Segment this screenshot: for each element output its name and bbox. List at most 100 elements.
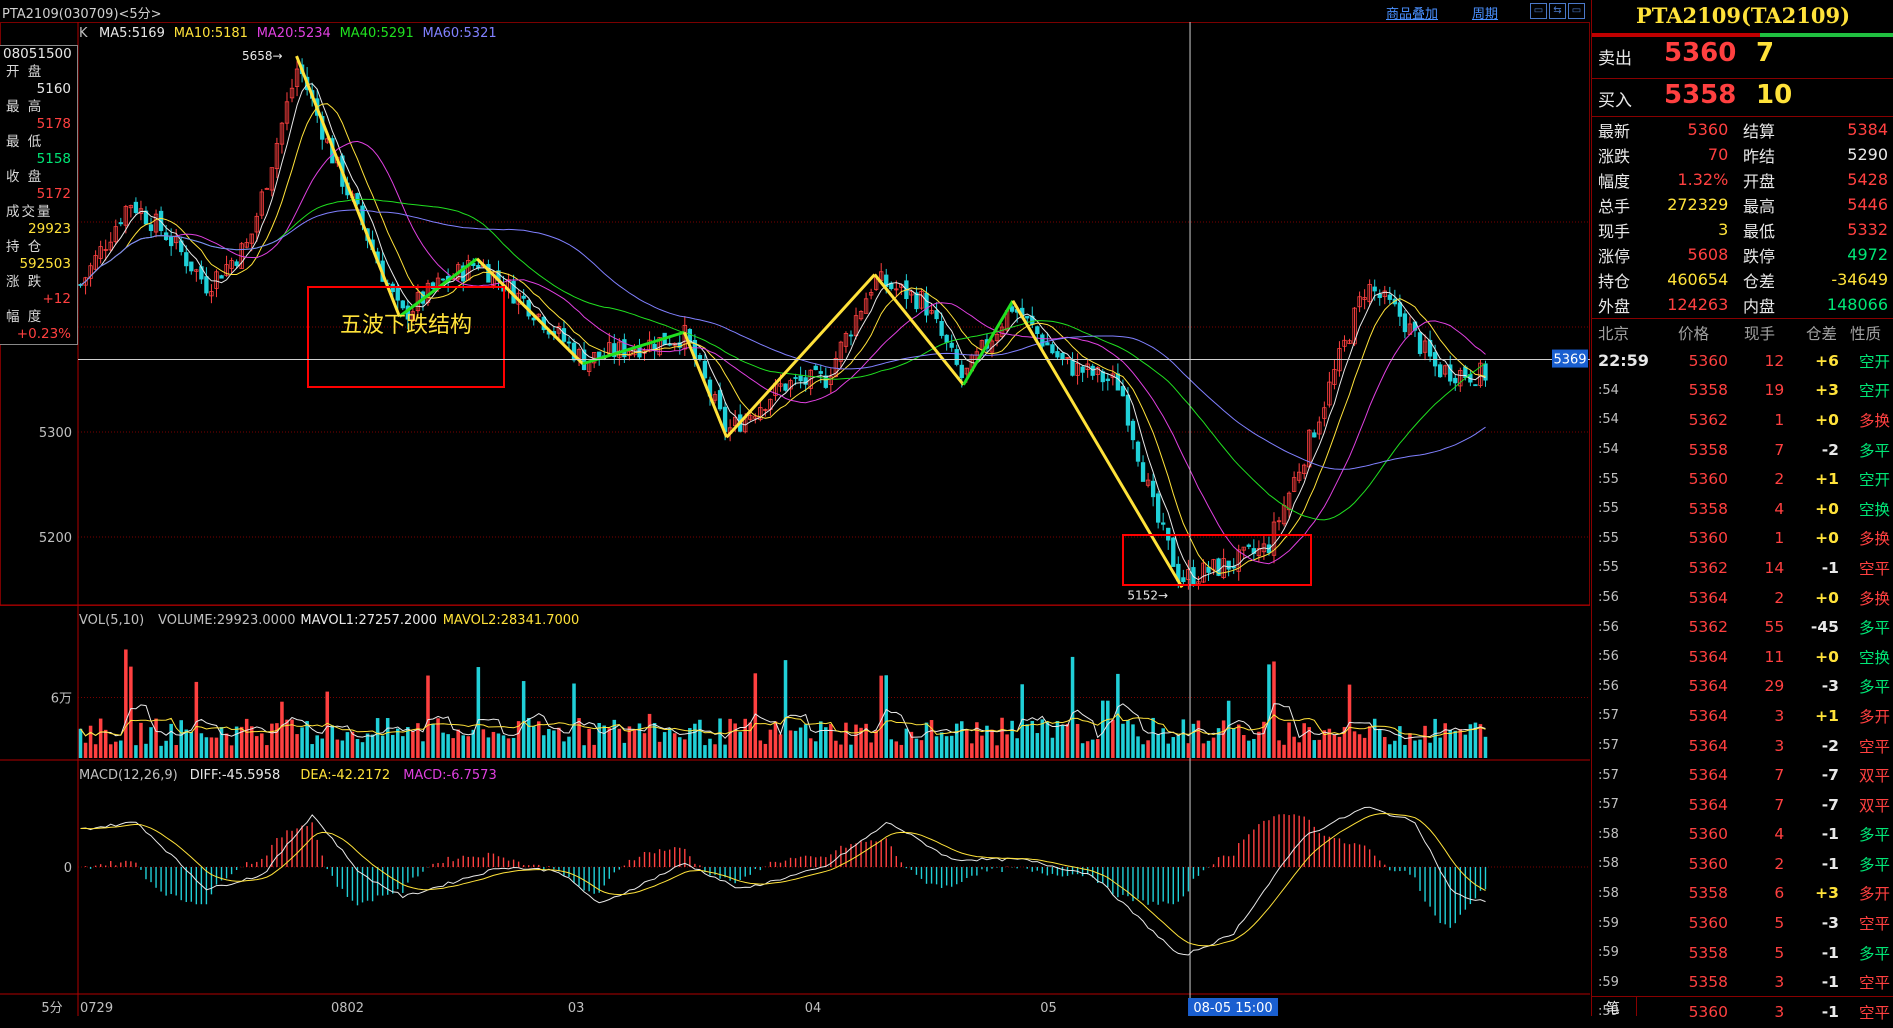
- quote-value: 5360: [1687, 120, 1729, 139]
- volume-bar: [375, 718, 380, 758]
- macd-legend: DIFF:-45.5958: [190, 768, 281, 783]
- contract-title: PTA2109(TA2109): [1635, 3, 1851, 28]
- quote-label: 外盘: [1598, 296, 1631, 316]
- volume-bar: [390, 734, 395, 758]
- tick-time: :55: [1598, 560, 1619, 576]
- candle: [88, 265, 93, 279]
- volume-bar: [607, 728, 612, 758]
- volume-bar: [1231, 728, 1236, 758]
- info-label: 最 高: [6, 98, 44, 115]
- tick-nature: 双平: [1858, 767, 1890, 786]
- info-label: 持 仓: [6, 238, 44, 255]
- candle: [763, 409, 768, 411]
- candle: [1090, 365, 1095, 376]
- volume-bar: [1277, 740, 1281, 758]
- volume-bar: [667, 727, 672, 758]
- volume-bar: [602, 725, 606, 758]
- tick-qty: 7: [1774, 440, 1785, 459]
- volume-bar: [1247, 740, 1251, 758]
- maximize-button[interactable]: ▭: [1568, 3, 1585, 19]
- volume-bar: [204, 737, 209, 758]
- tab-trades[interactable]: 笔: [1606, 1001, 1620, 1017]
- quote-row: 持仓 460654 仓差 -34649: [1598, 267, 1888, 292]
- tick-qty: 2: [1774, 854, 1785, 873]
- volume-bar: [506, 738, 511, 758]
- tick-time: :58: [1598, 856, 1619, 872]
- volume-bar: [829, 724, 833, 758]
- tick-row: :56 5364 29 -3 多平: [1598, 673, 1890, 701]
- tick-diff: -2: [1821, 736, 1839, 755]
- volume-bar: [149, 727, 153, 758]
- tick-diff: +6: [1815, 351, 1839, 370]
- tick-qty: 3: [1774, 973, 1785, 992]
- candle: [949, 342, 954, 348]
- volume-bar: [184, 729, 189, 758]
- tick-price: 5364: [1688, 677, 1729, 696]
- quote-value: 148066: [1826, 295, 1888, 314]
- volume-bar: [516, 721, 521, 758]
- candle: [818, 371, 823, 374]
- restore-button[interactable]: ▭: [1530, 3, 1547, 19]
- volume-bar: [874, 730, 878, 758]
- tick-row: :59 5360 5 -3 空平: [1598, 909, 1890, 937]
- volume-bar: [662, 732, 667, 758]
- candle: [1130, 420, 1136, 441]
- candle: [1050, 344, 1055, 354]
- volume-bar: [98, 718, 103, 758]
- volume-bar: [1443, 723, 1447, 758]
- candle: [1135, 441, 1141, 462]
- volume-bar: [1116, 673, 1120, 758]
- tick-time: :55: [1598, 471, 1619, 487]
- wave-line: [295, 55, 401, 318]
- candle: [1286, 492, 1292, 511]
- candle: [954, 349, 959, 365]
- volume-bar: [1292, 736, 1296, 758]
- volume-bar: [1070, 656, 1075, 758]
- switch-button[interactable]: ⇆: [1549, 3, 1566, 19]
- legend-prefix: K: [79, 26, 88, 41]
- volume-bar: [652, 723, 657, 758]
- quote-value: 3: [1718, 220, 1729, 239]
- candle: [1332, 368, 1337, 385]
- candle: [204, 276, 209, 294]
- volume-bar: [214, 737, 219, 758]
- volume-bar: [864, 723, 868, 758]
- volume-bar: [924, 722, 929, 758]
- candle: [1322, 407, 1327, 419]
- volume-bar: [1171, 737, 1176, 758]
- volume-bar: [1035, 733, 1040, 758]
- volume-bar: [728, 718, 732, 758]
- volume-bar: [547, 728, 551, 758]
- tick-diff: -3: [1821, 677, 1839, 696]
- volume-bar: [441, 732, 445, 758]
- tick-price: 5360: [1688, 854, 1729, 873]
- candle: [783, 383, 788, 391]
- tick-qty: 55: [1764, 618, 1785, 637]
- volume-bar: [1040, 719, 1045, 758]
- sell-label: 卖出: [1598, 49, 1632, 69]
- candle: [1075, 362, 1080, 376]
- volume-bar: [355, 739, 360, 758]
- candle: [128, 205, 134, 209]
- volume-bar: [1383, 737, 1387, 758]
- volume-bar: [1393, 740, 1397, 758]
- volume-y-label: 6万: [51, 692, 72, 707]
- overlay-link[interactable]: 商品叠加: [1386, 7, 1439, 22]
- period-link[interactable]: 周期: [1472, 7, 1499, 22]
- tick-qty: 6: [1774, 884, 1785, 903]
- volume-bar: [1151, 717, 1155, 758]
- ma-legend: MA5:5169: [99, 26, 165, 41]
- ma-line: [80, 83, 1486, 581]
- candle: [1161, 522, 1166, 525]
- volume-bar: [743, 718, 747, 758]
- tick-nature: 空开: [1858, 352, 1890, 371]
- volume-bar: [904, 728, 909, 758]
- chart-area[interactable]: 5200 5300 K MA5:5169 MA10:5181 MA20:5234 MA40:…: [0, 22, 1590, 1016]
- candle: [758, 407, 763, 420]
- tick-table: 22:59 5360 12 +6 空开:54 5358 19 +3 空开:54 5362 1 +0 多换…: [1596, 345, 1892, 1028]
- volume-bar: [521, 681, 526, 758]
- ma-legend: MA40:5291: [340, 26, 414, 41]
- volume-bar: [219, 727, 224, 758]
- tick-time: :56: [1598, 590, 1619, 606]
- tick-row: :58 5360 2 -1 多平: [1598, 850, 1890, 878]
